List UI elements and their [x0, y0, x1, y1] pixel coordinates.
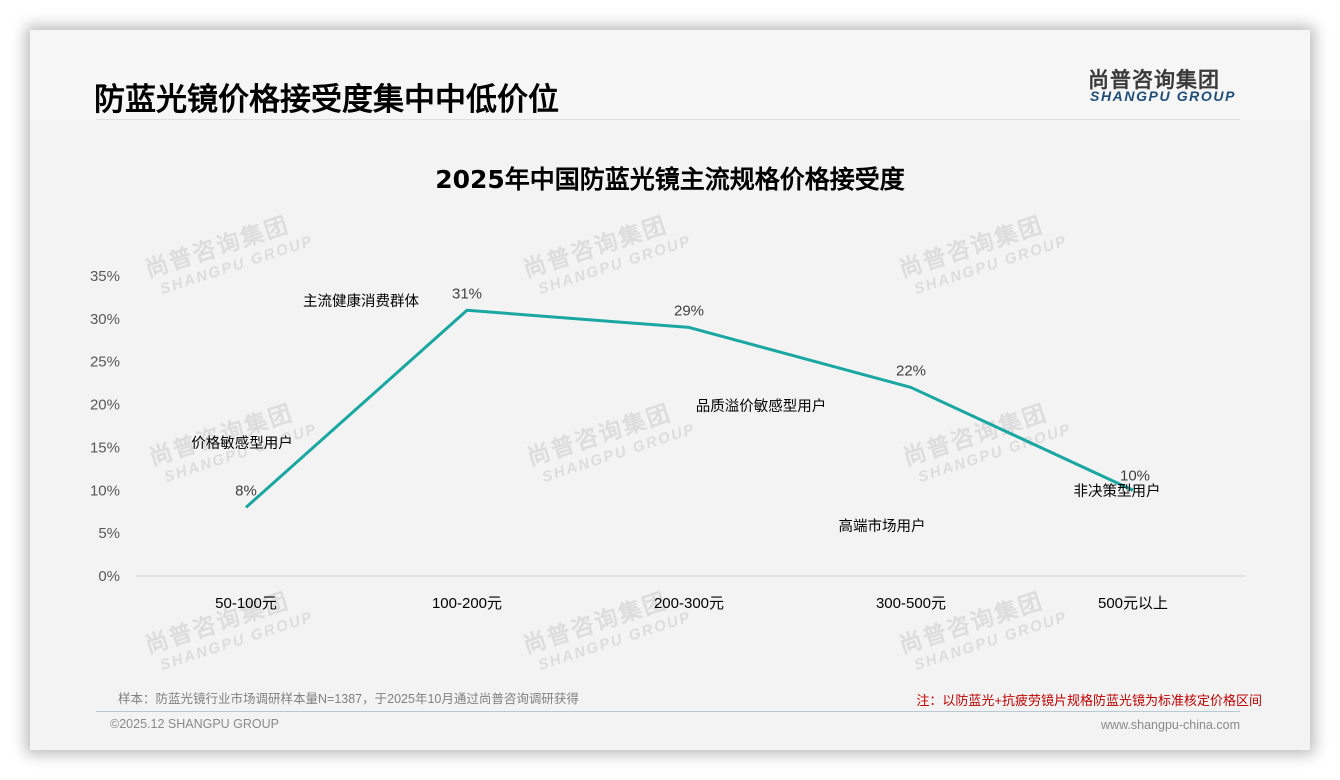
- slide: 防蓝光镜价格接受度集中中低价位 尚普咨询集团 SHANGPU GROUP 尚普咨…: [30, 30, 1310, 750]
- footer-divider: [96, 711, 1240, 712]
- y-tick-label: 20%: [90, 397, 120, 414]
- y-tick-label: 0%: [98, 568, 120, 585]
- segment-annotation: 品质溢价敏感型用户: [696, 398, 827, 415]
- segment-annotation: 非决策型用户: [1074, 483, 1161, 500]
- chart-title: 2025年中国防蓝光镜主流规格价格接受度: [435, 165, 905, 194]
- x-tick-label: 200-300元: [654, 595, 724, 612]
- data-label: 31%: [452, 285, 482, 302]
- y-tick-label: 5%: [98, 525, 120, 542]
- title-divider: [96, 119, 1240, 120]
- y-tick-label: 15%: [90, 439, 120, 456]
- x-tick-label: 300-500元: [876, 595, 946, 612]
- x-tick-label: 50-100元: [215, 595, 277, 612]
- y-tick-label: 35%: [90, 268, 120, 285]
- sample-note: 样本：防蓝光镜行业市场调研样本量N=1387，于2025年10月通过尚普咨询调研…: [118, 692, 579, 706]
- segment-annotation: 价格敏感型用户: [191, 435, 293, 452]
- website-link[interactable]: www.shangpu-china.com: [1101, 718, 1240, 732]
- y-tick-label: 25%: [90, 354, 120, 371]
- page-title: 防蓝光镜价格接受度集中中低价位: [94, 82, 559, 118]
- logo-chinese: 尚普咨询集团: [1088, 68, 1220, 92]
- segment-annotation: 高端市场用户: [839, 518, 926, 535]
- x-tick-label: 500元以上: [1098, 595, 1168, 612]
- data-label: 8%: [235, 482, 257, 499]
- methodology-note: 注：以防蓝光+抗疲劳镜片规格防蓝光镜为标准核定价格区间: [916, 693, 1262, 708]
- header-band: [30, 30, 1310, 120]
- y-tick-label: 10%: [90, 482, 120, 499]
- logo-english: SHANGPU GROUP: [1090, 88, 1237, 104]
- data-label: 29%: [674, 302, 704, 319]
- copyright: ©2025.12 SHANGPU GROUP: [110, 717, 279, 731]
- y-tick-label: 30%: [90, 311, 120, 328]
- data-label: 22%: [896, 362, 926, 379]
- x-tick-label: 100-200元: [432, 595, 502, 612]
- series-line: [245, 308, 1134, 509]
- data-label: 10%: [1120, 467, 1150, 484]
- line-chart: 0% 5% 10% 15% 20% 25% 30% 35% 50-100元 100-200元 200…: [90, 268, 1245, 612]
- segment-annotation: 主流健康消费群体: [303, 293, 419, 310]
